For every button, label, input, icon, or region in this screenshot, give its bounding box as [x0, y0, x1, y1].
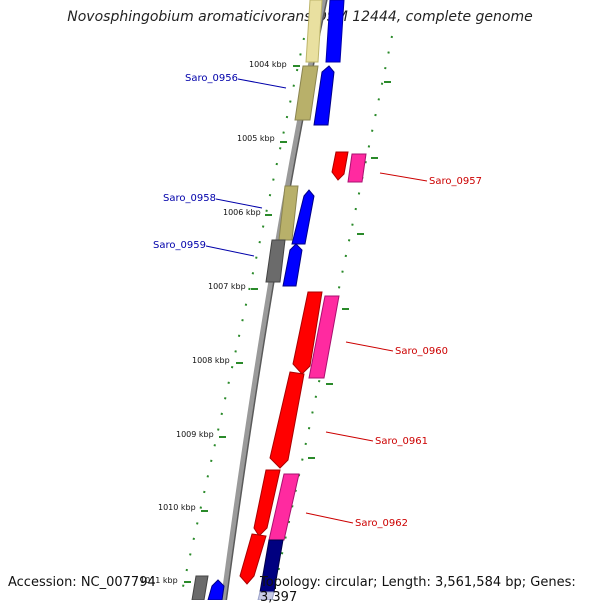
scale-label-1011: 1011 kbp — [140, 576, 178, 585]
gene-label-saro-0962[interactable]: Saro_0962 — [355, 518, 408, 529]
scale-labels: 1004 kbp 1005 kbp 1006 kbp 1007 kbp 1008… — [140, 60, 287, 585]
gene-label-saro-0959[interactable]: Saro_0959 — [153, 240, 206, 251]
gene-cog-khaki[interactable] — [305, 0, 323, 63]
scale-label-1007: 1007 kbp — [208, 282, 246, 291]
gene-label-saro-0956[interactable]: Saro_0956 — [185, 73, 238, 84]
scale-label-1010: 1010 kbp — [158, 503, 196, 512]
gene-label-saro-0961[interactable]: Saro_0961 — [375, 436, 428, 447]
leader-lines — [205, 78, 428, 524]
gene-saro-0956[interactable] — [313, 65, 335, 126]
gene-saro-0962[interactable] — [253, 469, 281, 537]
gene-cog-pink[interactable] — [268, 473, 300, 541]
scale-label-1009: 1009 kbp — [176, 430, 214, 439]
accession-text: Accession: NC_007794 — [8, 575, 156, 590]
gene-label-saro-0960[interactable]: Saro_0960 — [395, 346, 448, 357]
gene-cog-pink[interactable] — [308, 295, 340, 379]
gene-saro-0957[interactable] — [331, 151, 349, 181]
scale-label-1008: 1008 kbp — [192, 356, 230, 365]
gene-cog-gray[interactable] — [191, 575, 209, 600]
gene-saro-0958[interactable] — [291, 189, 315, 245]
forward-genes — [191, 0, 345, 600]
gene-cog-khaki[interactable] — [294, 65, 319, 121]
gene-saro-0961[interactable] — [269, 371, 305, 469]
right-track-ticks — [308, 81, 391, 459]
gene-cog-gray[interactable] — [265, 239, 286, 283]
kbp-ticks — [184, 65, 300, 583]
scale-label-1006: 1006 kbp — [223, 208, 261, 217]
gene-reverse[interactable] — [239, 533, 267, 585]
gene-cog-khaki[interactable] — [278, 185, 299, 241]
topology-text: Topology: circular; Length: 3,561,584 bp… — [260, 575, 576, 605]
gene-saro-0959[interactable] — [282, 243, 303, 287]
gene-forward[interactable] — [325, 0, 345, 63]
scale-label-1005: 1005 kbp — [237, 134, 275, 143]
gene-cog-pink[interactable] — [347, 153, 367, 183]
gene-label-saro-0957[interactable]: Saro_0957 — [429, 176, 482, 187]
gene-saro-0960[interactable] — [292, 291, 323, 375]
map-title: Novosphingobium aromaticivorans DSM 1244… — [67, 9, 533, 25]
gene-cog-pale[interactable] — [257, 591, 275, 600]
reverse-genes — [239, 151, 367, 600]
scale-track-left — [179, 37, 305, 600]
scale-label-1004: 1004 kbp — [249, 60, 287, 69]
gene-labels: Saro_0956 Saro_0958 Saro_0959 Saro_0957 … — [153, 73, 482, 529]
gene-label-saro-0958[interactable]: Saro_0958 — [163, 193, 216, 204]
gene-forward[interactable] — [207, 579, 225, 600]
